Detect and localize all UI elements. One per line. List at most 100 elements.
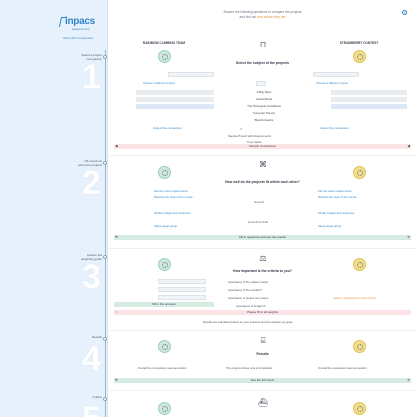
scale-icon: ⚖ bbox=[259, 254, 267, 263]
fill-answers-row[interactable]: Fill in the answers bbox=[114, 302, 214, 307]
sample-row: Sample Project with Requirements bbox=[228, 134, 271, 138]
info-icon[interactable]: i bbox=[402, 10, 407, 15]
weight-input-2[interactable] bbox=[158, 287, 206, 292]
row-label: The Strongest Conditions bbox=[247, 104, 281, 108]
row-label: Compute Theory bbox=[252, 111, 276, 115]
left-cell bbox=[136, 90, 214, 95]
divider bbox=[108, 330, 417, 331]
badge-icon bbox=[162, 54, 168, 60]
next-arrow-icon[interactable]: ◀ bbox=[407, 144, 410, 148]
left-answer-2[interactable]: Matches the style of the course bbox=[154, 195, 193, 199]
about-link[interactable]: About this Comparison bbox=[63, 36, 94, 40]
radio-icon[interactable]: ○ bbox=[115, 310, 118, 314]
weight-row-1: Importance of the subject matter bbox=[228, 280, 269, 284]
left-change-link[interactable]: Choose a different project bbox=[143, 81, 175, 85]
expand-icon: ⊕ bbox=[115, 235, 118, 239]
logo-text: inpacs bbox=[65, 16, 95, 27]
results-mid: The projects share a lot of similarities bbox=[226, 366, 273, 370]
subject-row[interactable]: The Strongest Conditions bbox=[114, 104, 411, 109]
badge-icon bbox=[357, 170, 363, 176]
weights-warning-row[interactable]: ○ Please fill in all weights bbox=[114, 310, 411, 315]
weight-question: How important is the criteria to you? bbox=[233, 269, 292, 273]
banner-label: See the full report bbox=[250, 378, 275, 382]
left-search-input[interactable] bbox=[168, 72, 214, 77]
badge-icon bbox=[357, 406, 363, 412]
inspect-link-right[interactable]: Inspect the comparison bbox=[320, 126, 349, 130]
step-number: 3 bbox=[82, 258, 101, 296]
middle-input[interactable] bbox=[256, 81, 266, 86]
step-number: 4 bbox=[82, 340, 101, 378]
weight-row-3: Importance of project time frame bbox=[228, 296, 269, 300]
step-dot-icon bbox=[103, 397, 107, 401]
badge-icon bbox=[357, 54, 363, 60]
prev-arrow-icon[interactable]: ◀ bbox=[115, 144, 118, 148]
weight-row-2: Importance of the overall fit bbox=[228, 288, 262, 292]
subject-row[interactable]: Bioinformatics bbox=[114, 118, 411, 123]
right-answer-1[interactable]: Fits the exact requirements bbox=[318, 189, 352, 193]
right-answer-2[interactable]: Matches the style of the course bbox=[318, 195, 357, 199]
subject-row[interactable]: Aerial Shots bbox=[114, 97, 411, 102]
building-icon: ⌸ bbox=[260, 336, 266, 345]
close-icon[interactable]: ✕ bbox=[407, 235, 410, 239]
step-label: Results bbox=[91, 335, 102, 339]
left-project-badge bbox=[158, 258, 171, 271]
app-logo[interactable]: inpacs analysis & cloud bbox=[58, 16, 100, 34]
comparison-banner[interactable]: ◀ Sample Comparison ◀ bbox=[114, 144, 411, 149]
banner-label: Sample Comparison bbox=[248, 144, 277, 148]
banner-label: Fill in questions and see the results bbox=[239, 235, 286, 239]
left-project-badge bbox=[158, 340, 171, 353]
badge-icon bbox=[357, 262, 363, 268]
right-search-input[interactable] bbox=[313, 72, 359, 77]
intro-line-1: Answer the following questions to compar… bbox=[223, 10, 302, 14]
right-answer-3[interactable]: Similar budget and resources bbox=[318, 211, 355, 215]
results-banner[interactable]: ⊕ See the full report ✕ bbox=[114, 378, 411, 383]
row-label: Bioinformatics bbox=[254, 118, 274, 122]
fill-banner[interactable]: ⊕ Fill in questions and see the results … bbox=[114, 235, 411, 240]
close-icon[interactable]: ✕ bbox=[407, 378, 410, 382]
step-number: 1 bbox=[82, 58, 101, 96]
row-label: Please fill in all weights bbox=[247, 310, 278, 314]
right-cell bbox=[331, 104, 407, 109]
right-change-link[interactable]: Choose a different project bbox=[316, 81, 348, 85]
right-project-badge bbox=[353, 258, 366, 271]
compare-icon: ⊓ bbox=[259, 40, 267, 49]
right-project-badge bbox=[353, 50, 366, 63]
right-cell bbox=[331, 90, 407, 95]
right-project-badge bbox=[353, 402, 366, 415]
left-answer-4[interactable]: Same target group bbox=[154, 224, 178, 228]
subject-row[interactable]: A Big Topic bbox=[114, 90, 411, 95]
results-title: Results bbox=[256, 352, 269, 356]
right-cell bbox=[331, 97, 407, 102]
step-label: Select a project comparison bbox=[81, 53, 102, 61]
step-number: 2 bbox=[82, 164, 101, 202]
step-number: 5 bbox=[82, 402, 101, 417]
right-answer-4[interactable]: Same target group bbox=[318, 224, 342, 228]
logo-subtitle: analysis & cloud bbox=[72, 28, 90, 31]
compare-mark-icon: ✳ bbox=[240, 127, 243, 131]
badge-icon bbox=[162, 406, 168, 412]
inspect-link-left[interactable]: Inspect the comparison bbox=[153, 126, 182, 130]
left-project-title: RAINBOW CLIMBING TEAM bbox=[142, 41, 186, 45]
fit-question: How well do the projects fit within each… bbox=[225, 180, 300, 184]
intro-highlight: how similar they are bbox=[257, 15, 286, 19]
weight-input-1[interactable] bbox=[158, 279, 206, 284]
left-project-badge bbox=[158, 402, 171, 415]
badge-icon bbox=[162, 262, 168, 268]
left-answer-1[interactable]: Fits the exact requirements bbox=[154, 189, 188, 193]
time-series-row: Time Series bbox=[247, 140, 262, 144]
row-label: Aerial Shots bbox=[255, 97, 273, 101]
results-right: Overall the comparison was successful bbox=[318, 366, 367, 370]
divider bbox=[108, 390, 417, 391]
divider bbox=[108, 155, 417, 156]
step-label: Answer the weighting guide bbox=[81, 253, 102, 261]
subject-row[interactable]: Compute Theory bbox=[114, 111, 411, 116]
right-project-title: STRAWBERRY CONTEST bbox=[339, 41, 379, 45]
step-dot-icon bbox=[103, 161, 107, 165]
weight-input-3[interactable] bbox=[158, 295, 206, 300]
left-answer-3[interactable]: Similar budget and resources bbox=[154, 211, 191, 215]
step-label: Fill questions about the projects bbox=[78, 159, 102, 167]
step-dot-icon bbox=[103, 337, 107, 341]
step-label: Outline bbox=[92, 395, 102, 399]
right-project-badge bbox=[353, 166, 366, 179]
badge-icon bbox=[162, 170, 168, 176]
